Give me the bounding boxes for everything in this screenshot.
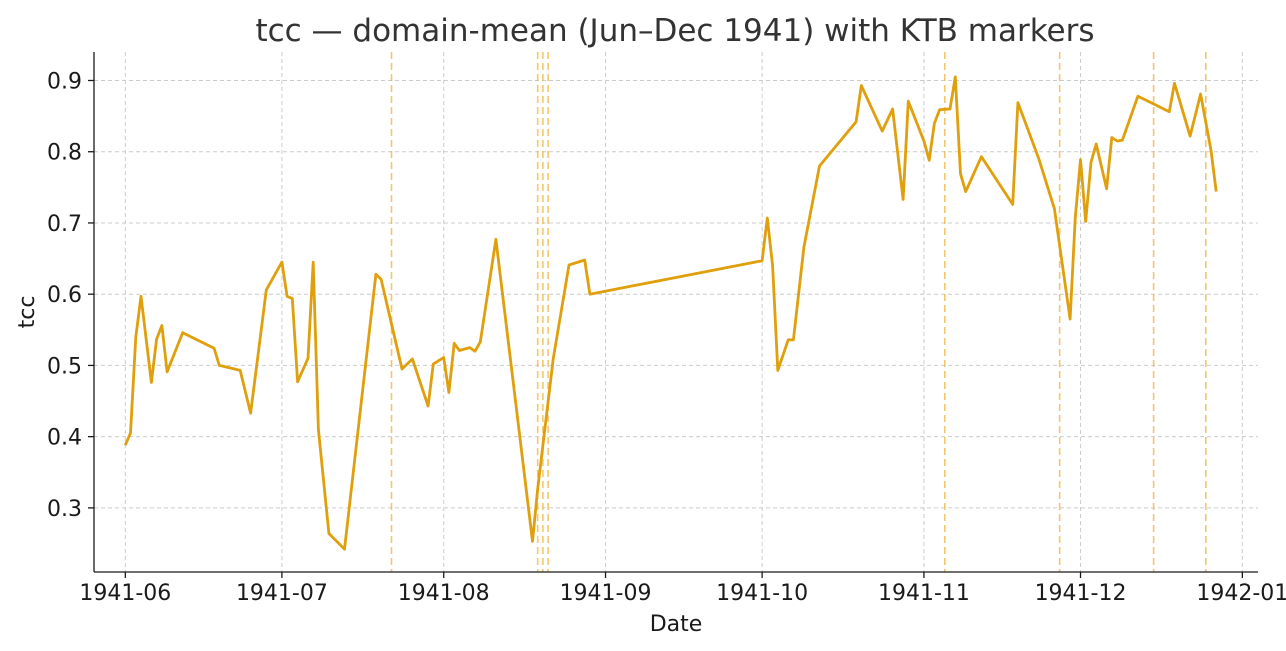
series-layer: [124, 75, 1218, 551]
x-tick-label: 1941-09: [560, 581, 652, 606]
y-tick-label: 0.6: [47, 283, 82, 308]
chart-title: tcc — domain-mean (Jun–Dec 1941) with KT…: [255, 13, 1094, 49]
x-tick-label: 1941-12: [1035, 581, 1127, 606]
y-tick-label: 0.5: [47, 354, 82, 379]
x-tick-label: 1941-11: [878, 581, 970, 606]
x-tick-label: 1941-08: [398, 581, 490, 606]
x-tick-label: 1941-06: [79, 581, 171, 606]
y-tick-label: 0.9: [47, 69, 82, 94]
y-tick-label: 0.8: [47, 141, 82, 166]
ktb-markers: [390, 52, 1207, 572]
x-tick-label: 1942-01: [1196, 581, 1286, 606]
y-tick-label: 0.4: [47, 426, 82, 451]
x-tick-label: 1941-10: [716, 581, 808, 606]
axis-ticks: 1941-06 1941-07 1941-08 1941-09 1941-10 1941-…: [47, 69, 1286, 606]
y-axis-label: tcc: [15, 296, 40, 329]
x-tick-label: 1941-07: [236, 581, 328, 606]
grid-lines: [94, 52, 1258, 572]
y-tick-label: 0.7: [47, 212, 82, 237]
y-tick-label: 0.3: [47, 497, 82, 522]
x-axis-label: Date: [650, 612, 703, 637]
tcc-series-line: [124, 75, 1218, 551]
